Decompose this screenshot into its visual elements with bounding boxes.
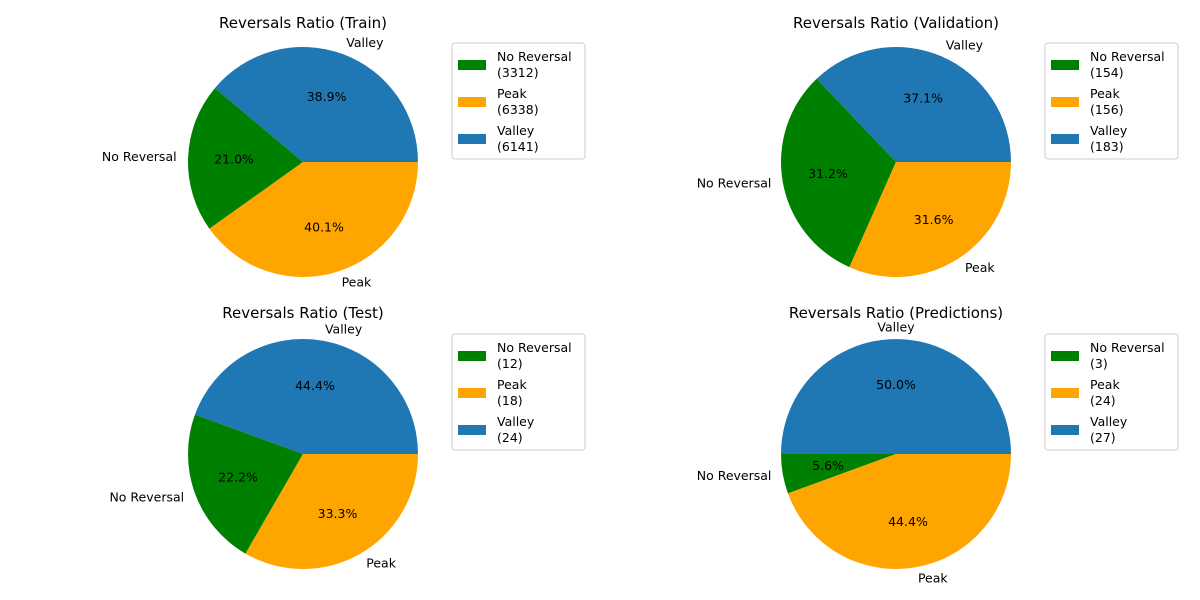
- legend-swatch: [458, 351, 486, 361]
- percent-label: 38.9%: [307, 89, 347, 104]
- percent-label: 40.1%: [304, 220, 344, 235]
- legend-swatch: [1051, 97, 1079, 107]
- pie-panel-4: Reversals Ratio (Predictions)Valley50.0%…: [697, 304, 1179, 586]
- percent-label: 5.6%: [812, 458, 844, 473]
- legend-label: Peak: [1090, 377, 1120, 392]
- slice-label: No Reversal: [697, 468, 772, 483]
- slice-label: Peak: [918, 571, 948, 586]
- legend-label: No Reversal: [1090, 340, 1165, 355]
- pie-slice-no-reversal: [188, 88, 303, 229]
- legend-count: (183): [1090, 139, 1124, 154]
- legend-count: (24): [497, 430, 523, 445]
- chart-title: Reversals Ratio (Validation): [793, 14, 999, 32]
- legend-swatch: [458, 134, 486, 144]
- pie-panel-2: Reversals Ratio (Validation) Valley 37.1% N…: [697, 14, 1179, 278]
- percent-label: 31.6%: [914, 212, 954, 227]
- legend-count: (27): [1090, 430, 1116, 445]
- legend-count: (6141): [497, 139, 539, 154]
- slice-label: Valley: [325, 321, 363, 336]
- chart-title: Reversals Ratio (Train): [219, 14, 387, 32]
- pie-panel-1: Reversals Ratio (Train) Valley 38.9% No Rev…: [102, 14, 586, 289]
- percent-label: 33.3%: [318, 506, 358, 521]
- chart-title: Reversals Ratio (Test): [222, 304, 384, 322]
- legend-swatch: [1051, 60, 1079, 70]
- legend-count: (6338): [497, 102, 539, 117]
- legend-count: (18): [497, 393, 523, 408]
- slice-label: No Reversal: [102, 149, 177, 164]
- legend-label: Valley: [1090, 414, 1128, 429]
- slice-label: No Reversal: [697, 176, 772, 191]
- chart-title: Reversals Ratio (Predictions): [789, 304, 1003, 322]
- percent-label: 44.4%: [888, 514, 928, 529]
- legend-label: Peak: [497, 377, 527, 392]
- legend-swatch: [1051, 134, 1079, 144]
- slice-label: Peak: [965, 260, 995, 275]
- legend-swatch: [1051, 388, 1079, 398]
- slice-label: Peak: [342, 274, 372, 289]
- slice-label: Valley: [946, 38, 984, 53]
- legend-count: (156): [1090, 102, 1124, 117]
- pie-slice-valley: [816, 46, 1011, 162]
- legend-count: (154): [1090, 65, 1124, 80]
- legend: No Reversal(154) Peak(156) Valley(183): [1044, 42, 1179, 160]
- pie-slice-no-reversal: [188, 414, 303, 554]
- legend-swatch: [458, 60, 486, 70]
- legend-swatch: [458, 425, 486, 435]
- legend-frame: [451, 333, 586, 451]
- legend-swatch: [1051, 351, 1079, 361]
- legend-label: No Reversal: [1090, 49, 1165, 64]
- percent-label: 21.0%: [214, 151, 254, 166]
- legend-count: (3312): [497, 65, 539, 80]
- legend-frame: [451, 42, 586, 160]
- slice-label: Valley: [877, 320, 915, 335]
- legend-label: Peak: [497, 86, 527, 101]
- slice-label: Valley: [346, 35, 384, 50]
- legend-count: (12): [497, 356, 523, 371]
- slice-label: No Reversal: [109, 489, 184, 504]
- legend-label: Valley: [1090, 123, 1128, 138]
- legend: No Reversal(12) Peak(18) Valley(24): [451, 333, 586, 451]
- pie-slice-no-reversal: [780, 78, 896, 268]
- pie-slice-peak: [787, 454, 1011, 569]
- pie-slice-valley: [194, 339, 418, 454]
- legend-label: No Reversal: [497, 340, 572, 355]
- legend-frame: [1044, 333, 1179, 451]
- percent-label: 31.2%: [808, 166, 848, 181]
- pie-slice-peak: [849, 162, 1012, 278]
- legend-count: (3): [1090, 356, 1108, 371]
- legend-swatch: [1051, 425, 1079, 435]
- pie-slice-valley: [781, 339, 1011, 454]
- legend-label: No Reversal: [497, 49, 572, 64]
- pie-slice-valley: [214, 46, 418, 163]
- legend-label: Peak: [1090, 86, 1120, 101]
- legend-swatch: [458, 97, 486, 107]
- pie-slice-peak: [245, 454, 418, 569]
- legend-frame: [1044, 42, 1179, 160]
- pie-slice-no-reversal: [781, 454, 896, 494]
- legend: No Reversal(3312) Peak(6338) Valley(6141): [451, 42, 586, 160]
- legend-swatch: [458, 388, 486, 398]
- legend-label: Valley: [497, 123, 535, 138]
- legend-count: (24): [1090, 393, 1116, 408]
- percent-label: 50.0%: [876, 377, 916, 392]
- percent-label: 22.2%: [218, 470, 258, 485]
- slice-label: Peak: [366, 556, 396, 571]
- legend: No Reversal(3) Peak(24) Valley(27): [1044, 333, 1179, 451]
- percent-label: 44.4%: [295, 378, 335, 393]
- pie-slice-peak: [209, 162, 418, 277]
- percent-label: 37.1%: [903, 91, 943, 106]
- legend-label: Valley: [497, 414, 535, 429]
